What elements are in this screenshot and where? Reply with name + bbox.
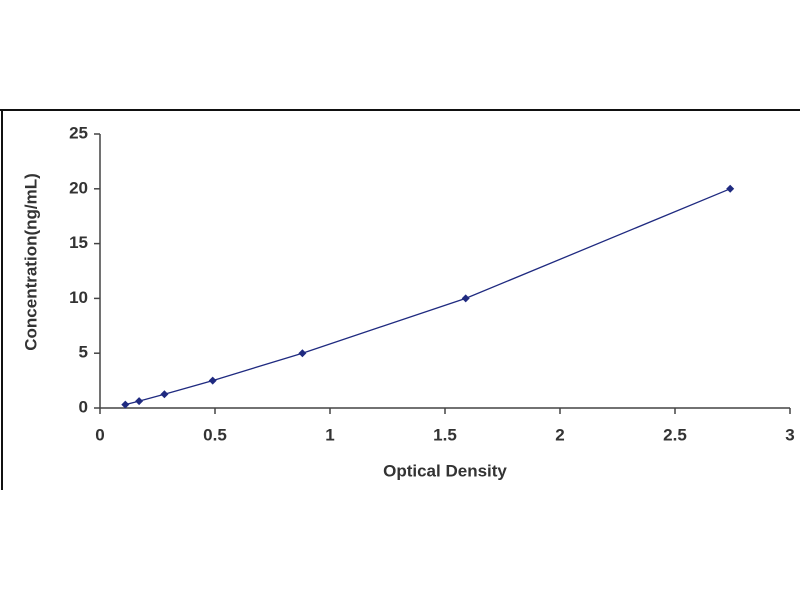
- y-tick-label: 15: [69, 233, 88, 252]
- data-point: [208, 376, 217, 385]
- data-point: [298, 349, 307, 358]
- y-tick-label: 0: [79, 397, 88, 416]
- data-point: [135, 397, 144, 406]
- x-tick-label: 1.5: [433, 425, 457, 444]
- x-tick-label: 3: [785, 425, 794, 444]
- y-tick-label: 25: [69, 123, 88, 142]
- y-axis-title: Concentration(ng/mL): [21, 173, 40, 351]
- data-point: [461, 294, 470, 303]
- x-tick-label: 0.5: [203, 425, 227, 444]
- x-tick-label: 0: [95, 425, 104, 444]
- x-tick-label: 1: [325, 425, 334, 444]
- x-tick-label: 2: [555, 425, 564, 444]
- data-point: [160, 390, 169, 399]
- data-point: [121, 400, 130, 409]
- x-axis-title: Optical Density: [383, 461, 507, 480]
- data-point: [726, 184, 735, 193]
- y-tick-label: 20: [69, 178, 88, 197]
- x-tick-label: 2.5: [663, 425, 687, 444]
- y-tick-label: 10: [69, 288, 88, 307]
- y-tick-label: 5: [79, 343, 88, 362]
